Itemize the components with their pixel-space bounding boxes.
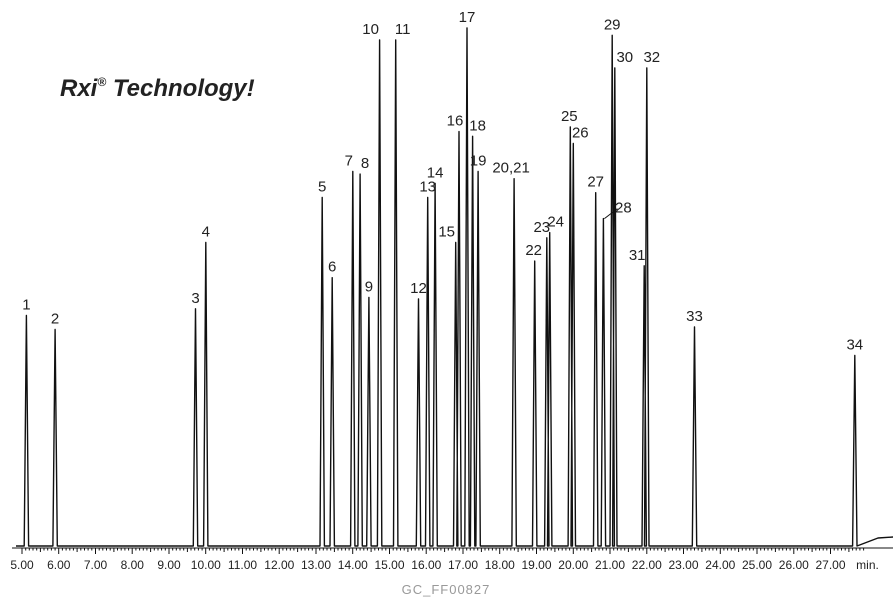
- peak-label: 14: [427, 164, 444, 181]
- x-tick-label: 16.00: [411, 558, 441, 572]
- x-tick-label: 12.00: [264, 558, 294, 572]
- x-tick-label: 27.00: [815, 558, 845, 572]
- x-tick-label: 10.00: [191, 558, 221, 572]
- x-tick-label: 7.00: [84, 558, 108, 572]
- x-tick-label: min.: [856, 558, 879, 572]
- peak-28-leader: [604, 208, 618, 219]
- peak-label: 26: [572, 125, 589, 142]
- peak-label: 28: [615, 200, 632, 217]
- x-tick-label: 18.00: [485, 558, 515, 572]
- x-tick-label: 19.00: [521, 558, 551, 572]
- peak-label: 27: [587, 174, 604, 191]
- peak-label: 31: [629, 247, 646, 264]
- peak-label: 23: [533, 219, 550, 236]
- x-tick-label: 17.00: [448, 558, 478, 572]
- peak-label: 13: [419, 178, 436, 195]
- peak-label: 7: [345, 153, 353, 170]
- x-tick-label: 21.00: [595, 558, 625, 572]
- figure-id: GC_FF00827: [402, 582, 491, 597]
- peak-label: 25: [561, 108, 578, 125]
- peak-label: 9: [365, 278, 373, 295]
- peak-label: 34: [846, 336, 863, 353]
- peak-label: 24: [547, 214, 564, 231]
- x-tick-label: 13.00: [301, 558, 331, 572]
- trace-layer: [16, 27, 893, 547]
- x-tick-label: 26.00: [779, 558, 809, 572]
- x-tick-label: 15.00: [374, 558, 404, 572]
- peak-label: 3: [191, 290, 199, 307]
- peak-label: 15: [438, 224, 455, 241]
- x-tick-label: 11.00: [228, 558, 257, 572]
- peak-label: 22: [525, 242, 542, 259]
- x-tick-label: 9.00: [157, 558, 181, 572]
- brand-text: Rxi® Technology!: [60, 75, 255, 102]
- x-tick-label: 6.00: [47, 558, 71, 572]
- x-tick-label: 5.00: [10, 558, 34, 572]
- x-tick-label: 22.00: [632, 558, 662, 572]
- x-tick-label: 14.00: [338, 558, 368, 572]
- x-tick-label: 24.00: [705, 558, 735, 572]
- peak-label: 6: [328, 259, 336, 276]
- peak-label: 18: [469, 117, 486, 134]
- peak-label: 29: [604, 16, 621, 33]
- peak-label: 32: [643, 49, 660, 66]
- x-tick-label: 8.00: [121, 558, 145, 572]
- x-tick-label: 20.00: [558, 558, 588, 572]
- peak-label: 4: [202, 224, 210, 241]
- peak-label: 1: [22, 297, 30, 314]
- peak-label: 8: [361, 155, 369, 172]
- peak-label: 33: [686, 308, 703, 325]
- x-tick-label: 25.00: [742, 558, 772, 572]
- peak-label: 10: [362, 21, 379, 38]
- peak-label: 20,21: [492, 160, 530, 177]
- peak-label: 19: [470, 153, 487, 170]
- peak-label: 30: [616, 49, 633, 66]
- x-tick-label: 23.00: [668, 558, 698, 572]
- peak-label: 2: [51, 311, 59, 328]
- peak-label: 16: [447, 113, 464, 130]
- peak-label: 11: [395, 21, 411, 38]
- x-axis: 5.00 6.00 7.00 8.00 9.00 10.00 11.00 12.00 13.00…: [10, 547, 893, 572]
- peak-label: 17: [459, 9, 476, 26]
- peak-label: 12: [410, 280, 427, 297]
- chromatogram-trace: [16, 27, 893, 547]
- peak-label: 5: [318, 178, 326, 195]
